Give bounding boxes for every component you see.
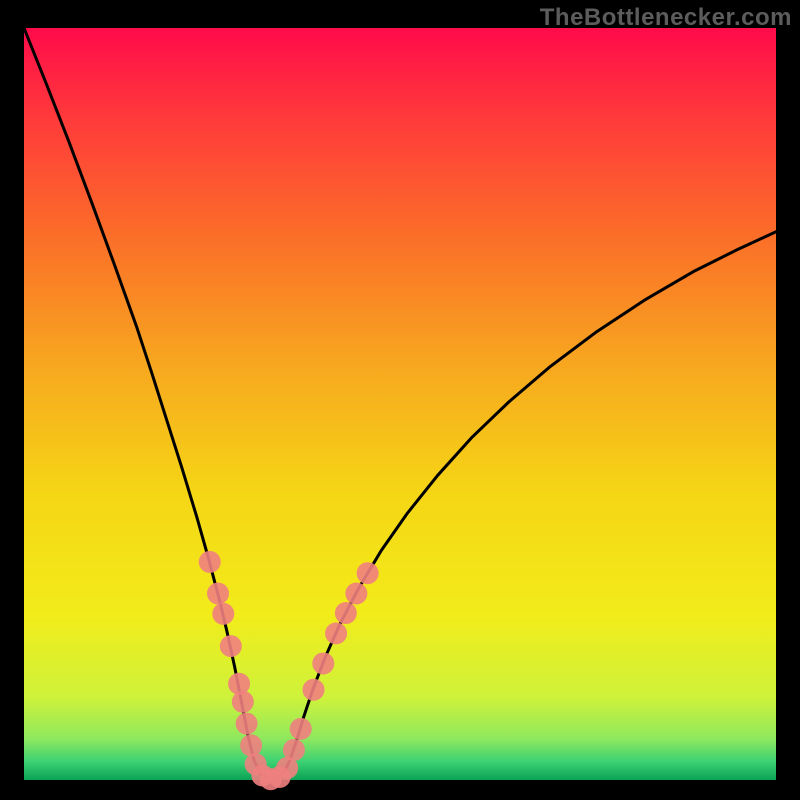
marker-point <box>232 691 254 713</box>
marker-point <box>220 635 242 657</box>
marker-point <box>207 583 229 605</box>
chart-root: TheBottlenecker.com <box>0 0 800 800</box>
marker-point <box>312 652 334 674</box>
marker-point <box>303 679 325 701</box>
marker-point <box>240 734 262 756</box>
marker-point <box>212 603 234 625</box>
plot-area <box>24 28 776 780</box>
marker-point <box>345 583 367 605</box>
marker-point <box>290 718 312 740</box>
chart-svg <box>0 0 800 800</box>
marker-point <box>228 673 250 695</box>
marker-point <box>199 551 221 573</box>
marker-point <box>283 739 305 761</box>
marker-point <box>357 562 379 584</box>
marker-point <box>335 602 357 624</box>
marker-point <box>325 622 347 644</box>
marker-point <box>236 713 258 735</box>
